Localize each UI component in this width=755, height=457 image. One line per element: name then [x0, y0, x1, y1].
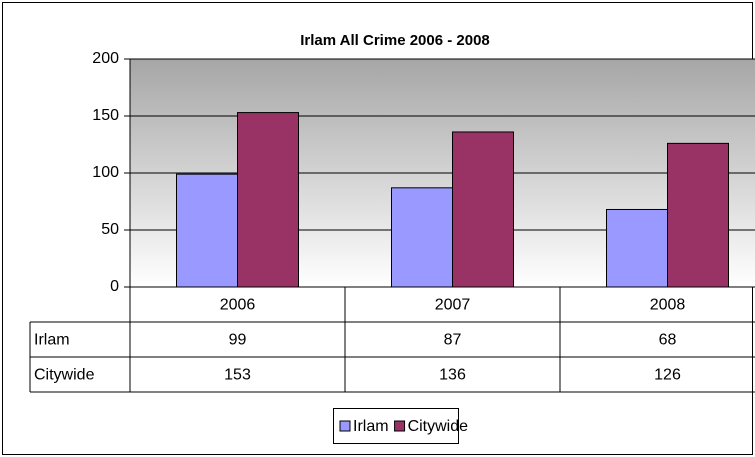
- table-row-label: Citywide: [34, 367, 95, 384]
- x-tick-label: 2007: [435, 297, 471, 314]
- bar: [391, 187, 453, 288]
- table-value: 99: [229, 332, 247, 349]
- bar: [237, 112, 299, 288]
- bar: [606, 208, 668, 288]
- table-value: 153: [224, 367, 251, 384]
- legend-swatch: [394, 420, 406, 432]
- legend-label: Citywide: [408, 418, 469, 435]
- x-tick-label: 2008: [650, 297, 686, 314]
- chart-title: Irlam All Crime 2006 - 2008: [300, 32, 490, 49]
- table-value: 87: [444, 332, 462, 349]
- bar: [176, 173, 238, 288]
- bar: [667, 142, 729, 288]
- legend-swatch: [339, 420, 351, 432]
- y-tick-label: 100: [92, 164, 119, 181]
- x-tick-label: 2006: [220, 297, 256, 314]
- y-tick-label: 200: [92, 50, 119, 67]
- table-value: 136: [439, 367, 466, 384]
- table-value: 126: [654, 367, 681, 384]
- table-value: 68: [659, 332, 677, 349]
- bar: [452, 131, 514, 288]
- table-row-label: Irlam: [34, 332, 70, 349]
- y-tick-label: 150: [92, 107, 119, 124]
- legend-label: Irlam: [353, 418, 389, 435]
- y-tick-label: 0: [110, 278, 119, 295]
- legend-box: [333, 408, 459, 444]
- y-tick-label: 50: [101, 221, 119, 238]
